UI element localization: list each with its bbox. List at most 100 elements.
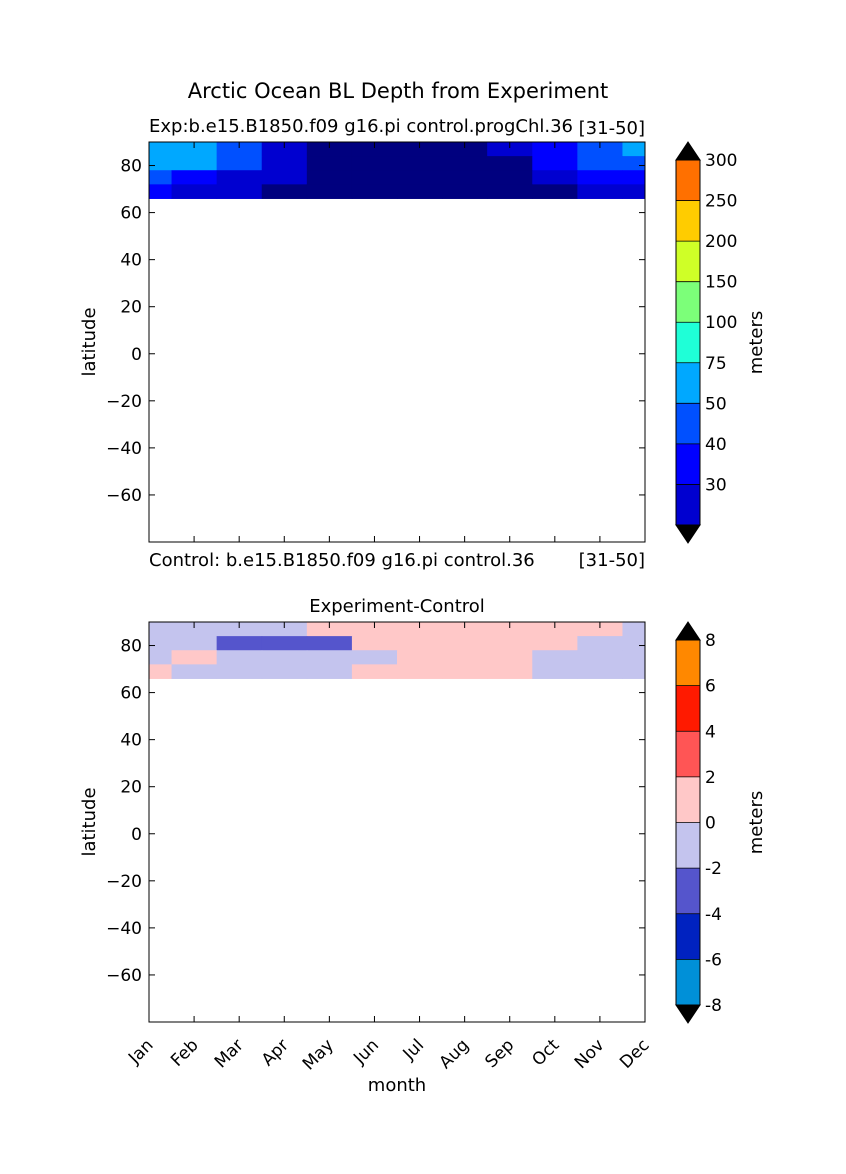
colorbar-tick-label: 40 [705,435,727,455]
colorbar-tick-label: -4 [705,905,722,925]
y-tick-label: −60 [106,966,142,986]
colorbar-swatch [676,640,700,686]
contour-cell [261,156,308,171]
contour-cell [171,622,218,637]
contour-cell [487,184,533,199]
colorbar-tick-label: 0 [705,814,716,834]
x-tick-label: Nov [571,1035,609,1073]
contour-cell [171,650,218,665]
contour-cell [532,636,578,651]
contour-cell [261,622,308,637]
plot-2-frame [148,621,646,1023]
colorbar-label: meters [746,311,767,375]
colorbar-tick-label: 30 [705,475,727,495]
contour-cell [306,622,353,637]
contour-cell [216,650,263,665]
colorbar-swatch [676,484,700,525]
x-tick-label: May [299,1035,338,1074]
contour-cell [622,664,646,679]
contour-cell [216,636,263,651]
contour-cell [487,622,533,637]
colorbar-tick-label: -8 [705,996,722,1016]
y-tick-label: 0 [131,345,142,365]
colorbar-swatch [676,200,700,242]
contour-cell [149,650,173,665]
contour-cell [397,636,443,651]
colorbar-tick-label: 6 [705,677,716,697]
y-tick-label: 60 [120,204,142,224]
colorbar-swatch [676,241,700,282]
contour-cell [171,184,218,199]
y-tick-label: 0 [131,825,142,845]
colorbar-swatch [676,362,700,404]
contour-cell [351,650,398,665]
contour-cell [622,142,646,157]
x-tick-label: Mar [211,1035,248,1072]
contour-cell [397,664,443,679]
plot-1-field [149,142,646,199]
contour-cell [306,142,353,157]
contour-cell [171,170,218,185]
colorbar-under-arrow [675,1004,701,1024]
colorbar-frame [675,159,701,526]
colorbar-swatch [676,403,700,444]
contour-cell [442,636,488,651]
x-tick-label: Oct [528,1035,563,1070]
contour-cell [442,184,488,199]
contour-cell [306,650,353,665]
contour-cell [149,622,173,637]
colorbar-swatch [676,281,700,323]
colorbar-label: meters [746,791,767,855]
colorbar-under-arrow [675,524,701,544]
colorbar-tick-label: -2 [705,859,722,879]
contour-cell [397,170,443,185]
contour-cell [216,142,263,157]
contour-cell [216,184,263,199]
contour-cell [487,664,533,679]
contour-cell [171,142,218,157]
contour-cell [149,156,173,171]
contour-cell [577,156,623,171]
contour-cell [149,170,173,185]
colorbar-swatch [676,959,700,1005]
x-tick-label: Jun [349,1035,383,1069]
x-tick-label: Aug [436,1035,474,1073]
contour-cell [487,170,533,185]
colorbar-tick-label: 75 [705,354,727,374]
colorbar-tick-label: 150 [705,273,737,293]
contour-cell [149,636,173,651]
plot-1-frame [148,141,646,543]
contour-cell [397,650,443,665]
x-tick-label: Jan [124,1035,157,1068]
contour-cell [306,184,353,199]
colorbar-over-arrow [675,621,701,641]
colorbar-swatch [676,913,700,960]
contour-cell [261,636,308,651]
colorbar-tick-label: 50 [705,394,727,414]
y-tick-label: 20 [120,298,142,318]
contour-cell [216,156,263,171]
contour-cell [487,636,533,651]
subplot-title: Experiment-Control [309,596,485,617]
contour-cell [532,184,578,199]
contour-cell [397,142,443,157]
contour-cell [487,142,533,157]
contour-cell [216,170,263,185]
contour-cell [171,636,218,651]
contour-cell [577,664,623,679]
contour-cell [532,170,578,185]
contour-cell [532,156,578,171]
colorbar-swatch [676,731,700,777]
exp-years-label: [31-50] [579,118,645,139]
contour-cell [532,650,578,665]
y-tick-label: 40 [120,731,142,751]
control-years-label: [31-50] [579,550,645,571]
contour-cell [351,170,398,185]
contour-cell [577,636,623,651]
contour-cell [351,142,398,157]
contour-cell [351,636,398,651]
x-tick-label: Sep [481,1035,518,1072]
contour-cell [577,650,623,665]
contour-cell [149,184,173,199]
